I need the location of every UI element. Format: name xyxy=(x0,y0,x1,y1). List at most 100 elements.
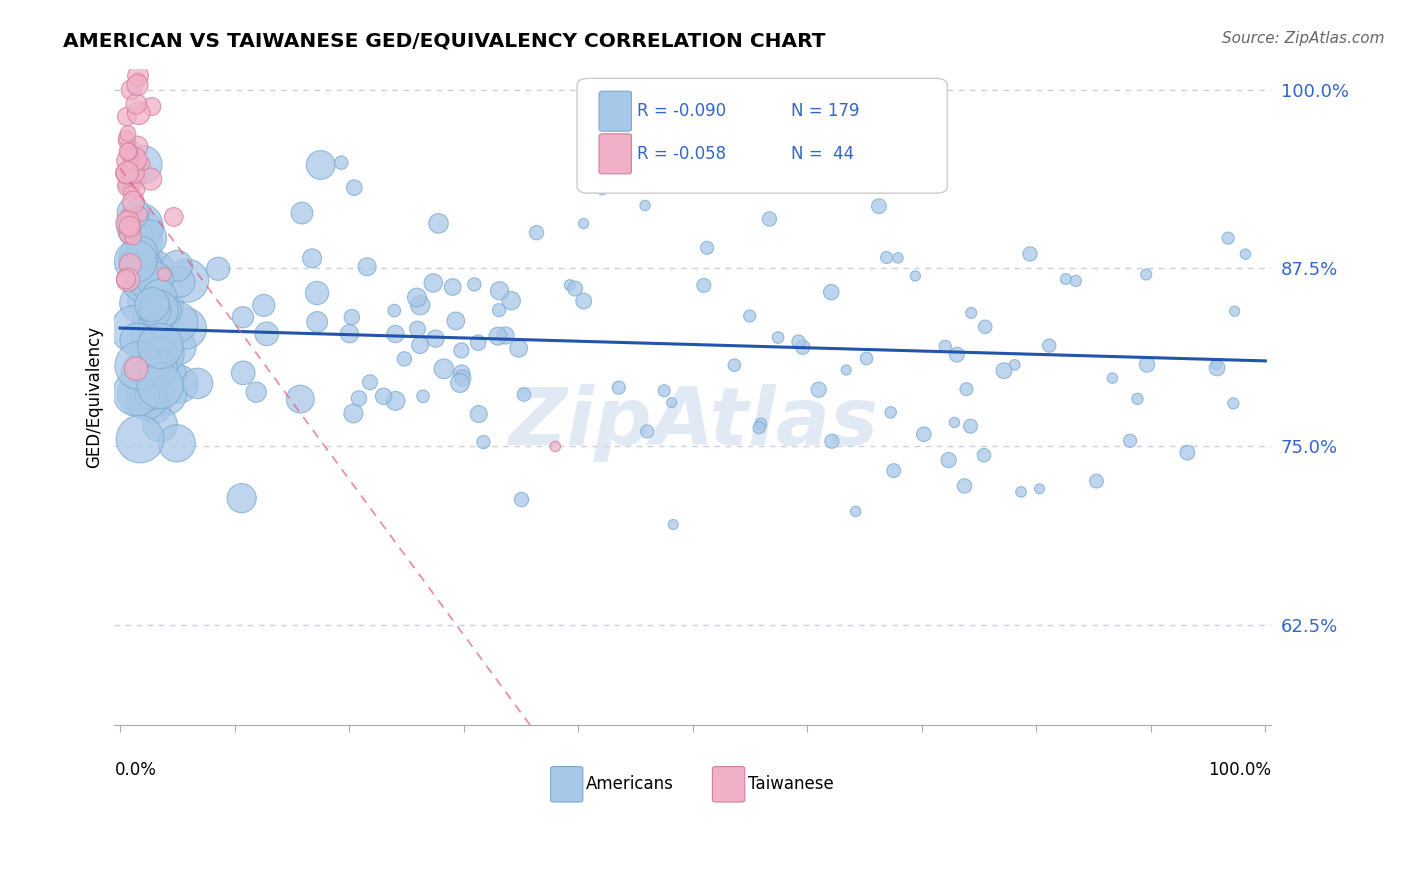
Point xyxy=(117,166,139,180)
Point xyxy=(1175,445,1198,459)
Point xyxy=(167,377,190,392)
Point xyxy=(117,127,139,141)
Text: Americans: Americans xyxy=(586,774,675,793)
Point xyxy=(339,326,361,341)
Point xyxy=(127,173,149,187)
Point xyxy=(955,382,977,396)
Point xyxy=(1136,358,1159,372)
Point xyxy=(382,303,405,318)
Point xyxy=(904,268,927,283)
Point xyxy=(115,130,138,145)
Point xyxy=(450,366,472,380)
Point xyxy=(959,419,981,434)
Point xyxy=(149,310,172,325)
Point xyxy=(938,453,960,467)
Point xyxy=(132,275,155,289)
Point xyxy=(121,144,143,158)
Point xyxy=(347,392,370,406)
Point xyxy=(145,304,167,318)
Point xyxy=(127,69,149,83)
Point xyxy=(835,363,858,377)
Point xyxy=(564,282,586,296)
Point xyxy=(131,245,153,260)
Point xyxy=(150,346,173,360)
Point xyxy=(876,251,898,265)
Point xyxy=(1206,360,1229,375)
Point xyxy=(1223,304,1246,318)
Point xyxy=(412,389,434,403)
Point xyxy=(132,156,155,170)
Point xyxy=(124,153,146,167)
Point xyxy=(510,492,533,507)
Point xyxy=(422,276,444,290)
Point xyxy=(149,378,172,392)
Point xyxy=(1054,272,1077,286)
Point xyxy=(117,153,139,168)
Point xyxy=(749,417,772,431)
Point xyxy=(451,371,474,385)
Point xyxy=(607,381,630,395)
Point xyxy=(591,181,613,195)
Point xyxy=(723,358,745,372)
FancyBboxPatch shape xyxy=(551,766,583,802)
Point xyxy=(307,315,329,329)
Point xyxy=(256,326,278,341)
Point xyxy=(693,278,716,293)
Point xyxy=(636,425,658,439)
Point xyxy=(129,386,152,401)
Point xyxy=(406,291,429,305)
Point xyxy=(290,392,312,406)
FancyBboxPatch shape xyxy=(599,91,631,131)
Point xyxy=(139,172,162,186)
Point xyxy=(149,417,172,432)
Point xyxy=(118,145,141,159)
Point xyxy=(122,222,145,236)
Point xyxy=(526,226,548,240)
Point xyxy=(508,341,530,355)
Point xyxy=(488,303,510,318)
Point xyxy=(359,376,381,390)
Point xyxy=(880,405,903,419)
Point xyxy=(143,338,166,352)
Point xyxy=(558,278,581,293)
Point xyxy=(122,205,145,219)
Point xyxy=(141,366,163,380)
Point xyxy=(807,383,830,397)
Point xyxy=(129,219,152,234)
Point xyxy=(120,258,142,272)
Text: R = -0.058: R = -0.058 xyxy=(637,145,727,163)
Point xyxy=(134,268,156,283)
Point xyxy=(1085,474,1108,488)
Point xyxy=(792,340,814,354)
Point xyxy=(1004,358,1026,372)
Point xyxy=(129,432,152,446)
Point xyxy=(153,386,176,401)
Point xyxy=(174,321,197,335)
Point xyxy=(488,284,510,298)
Point xyxy=(127,139,149,153)
Text: AMERICAN VS TAIWANESE GED/EQUIVALENCY CORRELATION CHART: AMERICAN VS TAIWANESE GED/EQUIVALENCY CO… xyxy=(63,31,825,50)
Point xyxy=(121,165,143,179)
Point xyxy=(129,251,152,265)
Point xyxy=(148,303,170,318)
Point xyxy=(117,273,139,287)
Point xyxy=(427,216,450,230)
Point xyxy=(1205,358,1227,372)
Point xyxy=(356,260,378,274)
Point xyxy=(883,464,905,478)
Point xyxy=(155,303,177,318)
Point xyxy=(117,178,139,193)
Point xyxy=(953,479,976,493)
Point xyxy=(634,198,657,212)
Y-axis label: GED/Equivalency: GED/Equivalency xyxy=(86,326,103,467)
Point xyxy=(868,199,890,213)
Point xyxy=(973,448,995,462)
Point xyxy=(373,389,395,403)
Point xyxy=(472,435,495,450)
Point xyxy=(384,327,406,342)
Point xyxy=(135,293,157,308)
Point xyxy=(960,306,983,320)
Point xyxy=(127,78,149,92)
Point xyxy=(463,277,485,292)
Point xyxy=(821,434,844,449)
